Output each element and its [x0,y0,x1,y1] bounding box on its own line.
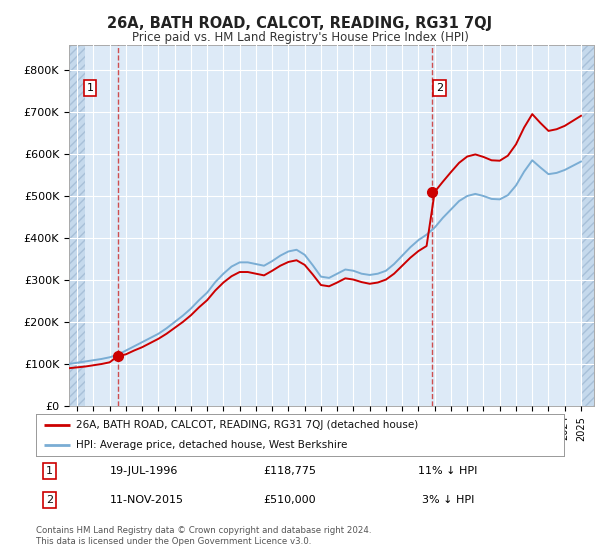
Text: £118,775: £118,775 [263,466,316,476]
Text: 1: 1 [46,466,53,476]
Text: 2: 2 [46,496,53,505]
Text: 26A, BATH ROAD, CALCOT, READING, RG31 7QJ: 26A, BATH ROAD, CALCOT, READING, RG31 7Q… [107,16,493,31]
Text: 1: 1 [86,83,94,93]
Text: 3% ↓ HPI: 3% ↓ HPI [422,496,474,505]
Text: Price paid vs. HM Land Registry's House Price Index (HPI): Price paid vs. HM Land Registry's House … [131,31,469,44]
Text: HPI: Average price, detached house, West Berkshire: HPI: Average price, detached house, West… [76,440,347,450]
Bar [581,45,594,406]
Text: Contains HM Land Registry data © Crown copyright and database right 2024.
This d: Contains HM Land Registry data © Crown c… [36,526,371,546]
Bar [581,45,594,406]
Text: £510,000: £510,000 [263,496,316,505]
Text: 11-NOV-2015: 11-NOV-2015 [110,496,184,505]
Text: 11% ↓ HPI: 11% ↓ HPI [418,466,478,476]
Bar [69,45,85,406]
Text: 26A, BATH ROAD, CALCOT, READING, RG31 7QJ (detached house): 26A, BATH ROAD, CALCOT, READING, RG31 7Q… [76,421,418,430]
Text: 2: 2 [436,83,443,93]
Bar [69,45,85,406]
Text: 19-JUL-1996: 19-JUL-1996 [110,466,178,476]
